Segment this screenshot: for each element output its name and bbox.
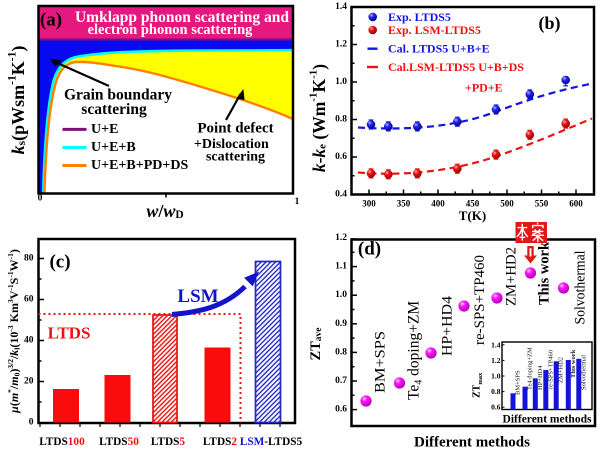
svg-text:0.4: 0.4 (335, 190, 347, 200)
svg-text:re-SPS+TP460: re-SPS+TP460 (547, 350, 554, 389)
svg-text:1.1: 1.1 (335, 262, 347, 272)
svg-text:LTDS5: LTDS5 (151, 436, 185, 448)
svg-text:Te4 doping+ZM: Te4 doping+ZM (527, 347, 534, 390)
svg-text:U+E: U+E (91, 122, 118, 137)
svg-text:HP+HD4: HP+HD4 (440, 295, 456, 356)
svg-text:+Dislocation: +Dislocation (194, 137, 269, 152)
svg-text:LTDS100: LTDS100 (39, 436, 85, 448)
svg-text:0.7: 0.7 (335, 376, 347, 386)
svg-text:Solvothermal: Solvothermal (573, 251, 589, 325)
svg-text:electron phonon scattering: electron phonon scattering (88, 22, 254, 38)
svg-text:0: 0 (38, 194, 43, 204)
svg-text:1.2: 1.2 (491, 356, 501, 365)
svg-text:1.0: 1.0 (491, 372, 501, 381)
svg-text:Cal.LSM-LTDS5 U+B+DS: Cal.LSM-LTDS5 U+B+DS (388, 60, 524, 74)
svg-text:LTDS2: LTDS2 (203, 436, 237, 448)
svg-text:0.8: 0.8 (491, 387, 501, 396)
svg-text:This work: This work (570, 349, 577, 378)
svg-text:1.2: 1.2 (335, 233, 347, 243)
svg-text:ZTave: ZTave (308, 327, 324, 360)
svg-text:Exp. LSM-LTDS5: Exp. LSM-LTDS5 (388, 23, 481, 37)
svg-text:0.8: 0.8 (335, 347, 347, 357)
svg-text:LTDS: LTDS (48, 324, 91, 343)
svg-text:Different methods: Different methods (414, 435, 530, 451)
svg-text:Te4 doping+ZM: Te4 doping+ZM (406, 301, 425, 400)
svg-text:LTDS50: LTDS50 (99, 436, 139, 448)
svg-text:Grain boundary: Grain boundary (64, 87, 172, 104)
svg-text:Different methods: Different methods (503, 414, 592, 426)
svg-text:0.6: 0.6 (335, 405, 347, 415)
svg-text:LSM: LSM (177, 286, 218, 307)
svg-text:1.4: 1.4 (491, 340, 501, 349)
svg-text:Point defect: Point defect (197, 121, 273, 137)
svg-text:(d): (d) (358, 239, 381, 260)
svg-text:ks(pWsm-1K-1): ks(pWsm-1K-1) (7, 46, 30, 155)
svg-text:This work: This work (537, 241, 553, 305)
svg-text:(b): (b) (539, 13, 561, 34)
svg-text:0.6: 0.6 (335, 152, 347, 162)
svg-text:ZM+HD2: ZM+HD2 (504, 247, 520, 306)
svg-text:300: 300 (362, 199, 376, 209)
svg-text:μ(m*/m0)3/2/kl(10-3 Km3V-1S-1W: μ(m*/m0)3/2/kl(10-3 Km3V-1S-1W-1) (6, 249, 22, 414)
svg-text:T(K): T(K) (459, 208, 486, 223)
svg-text:400: 400 (431, 199, 445, 209)
svg-text:re-SPS+TP460: re-SPS+TP460 (472, 255, 488, 345)
svg-text:500: 500 (500, 199, 514, 209)
svg-text:1.0: 1.0 (335, 290, 347, 300)
svg-text:BM+SPS: BM+SPS (515, 370, 522, 395)
svg-text:ZTmax: ZTmax (472, 372, 485, 398)
svg-text:350: 350 (397, 199, 411, 209)
svg-text:1.4: 1.4 (335, 2, 347, 12)
svg-text:60: 60 (24, 295, 34, 305)
svg-text:450: 450 (466, 199, 480, 209)
svg-text:U+E+B: U+E+B (91, 140, 136, 155)
svg-text:1.0: 1.0 (335, 77, 347, 87)
svg-text:U+E+B+PD+DS: U+E+B+PD+DS (91, 158, 188, 173)
svg-text:scattering: scattering (81, 101, 147, 118)
svg-text:0: 0 (29, 418, 34, 428)
svg-text:HP+HD4: HP+HD4 (537, 365, 544, 390)
svg-text:0.9: 0.9 (335, 319, 347, 329)
svg-text:BM+SPS: BM+SPS (373, 331, 389, 393)
svg-text:+PD+E: +PD+E (465, 81, 503, 95)
svg-text:0.8: 0.8 (335, 115, 347, 125)
svg-text:20: 20 (24, 377, 34, 387)
svg-text:Umklapp phonon scattering and: Umklapp phonon scattering and (75, 9, 289, 26)
svg-text:550: 550 (535, 199, 549, 209)
svg-text:scattering: scattering (206, 149, 265, 164)
svg-text:Exp. LTDS5: Exp. LTDS5 (388, 10, 451, 24)
svg-text:600: 600 (569, 199, 583, 209)
svg-text:k-ke (Wm-1K-1): k-ke (Wm-1K-1) (308, 64, 330, 172)
svg-text:LSM-LTDS5: LSM-LTDS5 (240, 436, 303, 448)
svg-text:80: 80 (24, 254, 34, 264)
svg-text:1: 1 (295, 197, 300, 207)
svg-text:Cal. LTDS5 U+B+E: Cal. LTDS5 U+B+E (388, 42, 490, 56)
svg-text:0.6: 0.6 (491, 403, 501, 412)
svg-text:1.2: 1.2 (335, 40, 347, 50)
svg-text:ZM+HD2: ZM+HD2 (558, 357, 565, 383)
svg-text:(c): (c) (49, 252, 70, 273)
svg-text:(a): (a) (40, 10, 62, 31)
svg-text:40: 40 (24, 336, 34, 346)
svg-text:Solvothermal: Solvothermal (580, 355, 587, 390)
svg-text:w/wD: w/wD (146, 201, 183, 221)
